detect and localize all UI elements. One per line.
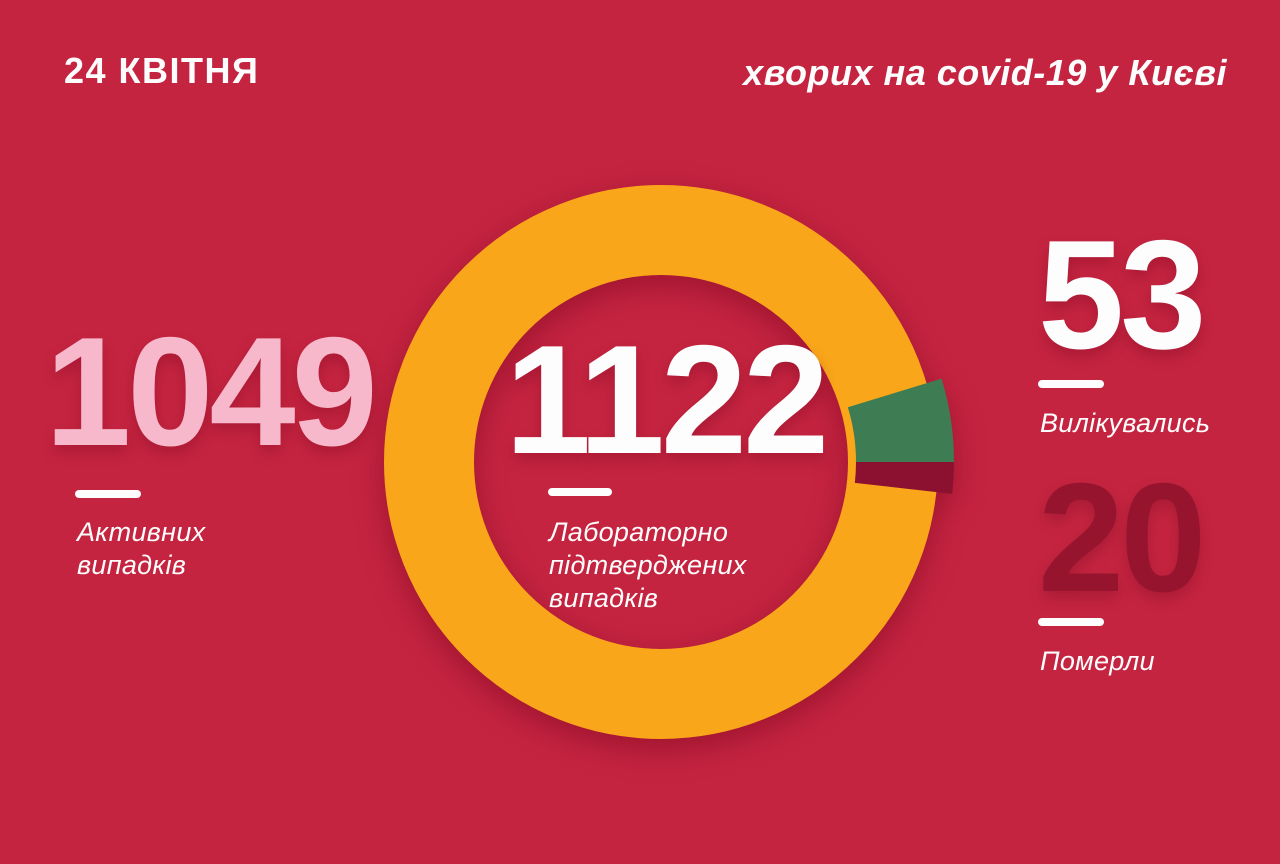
died-label: Померли — [1040, 646, 1155, 676]
confirmed-cases-label: Лабораторно підтверджених випадків — [549, 517, 747, 613]
recovered-value: 53 — [1038, 208, 1206, 381]
donut-chart — [384, 185, 954, 739]
confirmed-underline-rule — [548, 488, 612, 496]
active-underline-rule — [75, 490, 141, 498]
recovered-underline-rule — [1038, 380, 1104, 388]
active-cases-value: 1049 — [45, 305, 378, 478]
donut-slice-recovered — [847, 378, 954, 462]
recovered-label: Вилікувались — [1040, 408, 1211, 438]
date-label: 24 КВІТНЯ — [64, 50, 260, 91]
page-title: хворих на covid-19 у Києві — [743, 52, 1227, 93]
died-underline-rule — [1038, 618, 1104, 626]
donut-slice-died — [854, 462, 954, 494]
active-cases-label: Активних випадків — [77, 517, 206, 580]
confirmed-cases-value: 1122 — [505, 313, 829, 486]
died-value: 20 — [1038, 451, 1206, 624]
